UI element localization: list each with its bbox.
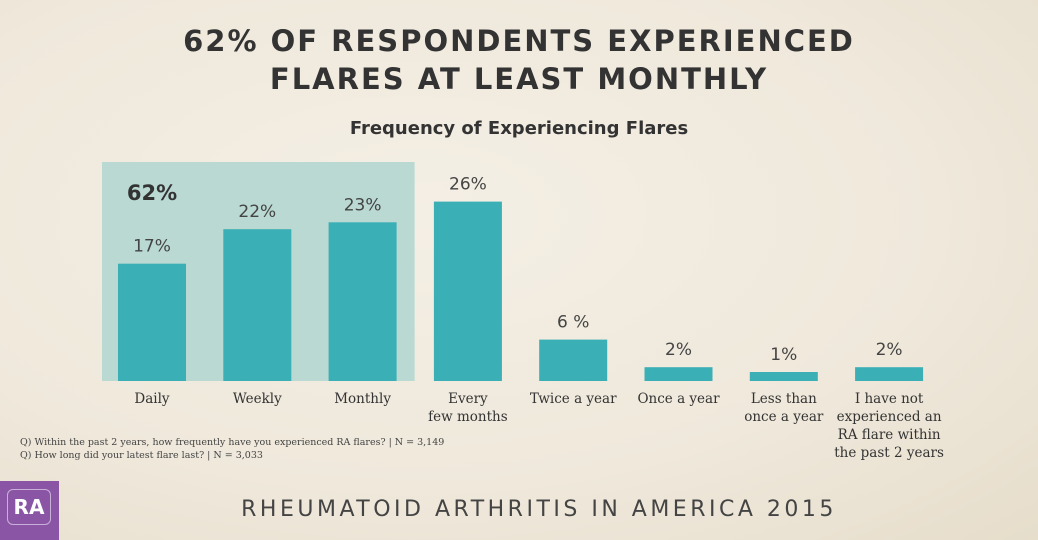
note-line: Q) Within the past 2 years, how frequent… (20, 437, 445, 448)
category-label: Twice a year (530, 391, 617, 407)
category-label: Weekly (233, 391, 282, 407)
category-label: Once a year (637, 391, 720, 407)
bar (539, 339, 608, 381)
data-label: 26% (449, 175, 487, 195)
category-label: few months (428, 409, 508, 425)
data-label: 2% (665, 340, 692, 360)
chart-subtitle: Frequency of Experiencing Flares (349, 118, 689, 139)
bar (749, 372, 818, 381)
category-label: Monthly (334, 391, 391, 407)
chart-title: 62% OF RESPONDENTS EXPERIENCED FLARES AT… (0, 22, 1038, 98)
category-label: I have not (855, 391, 924, 407)
title-line: FLARES AT LEAST MONTHLY (269, 62, 769, 96)
bar (644, 367, 713, 381)
data-label: 6 % (557, 313, 589, 333)
bar (855, 367, 924, 381)
category-label: experienced an (837, 409, 942, 425)
category-label: the past 2 years (834, 445, 944, 461)
category-label: once a year (744, 409, 824, 425)
bar-chart: 62% 17% Daily 22% Weekly 23% Monthly 26% Every fe… (102, 162, 944, 461)
survey-notes: Q) Within the past 2 years, how frequent… (20, 436, 444, 462)
bar (223, 229, 292, 381)
footer-title: RHEUMATOID ARTHRITIS IN AMERICA 2015 (241, 497, 837, 522)
ra-logo: RA (0, 481, 59, 540)
logo-speech-bubble-icon: RA (7, 489, 51, 525)
data-label: 2% (876, 340, 903, 360)
data-label: 23% (344, 195, 382, 215)
data-label: 1% (770, 345, 797, 365)
category-label: Less than (751, 391, 817, 407)
bar (328, 222, 397, 381)
note-line: Q) How long did your latest flare last? … (20, 450, 263, 461)
data-label: 22% (238, 202, 276, 222)
highlight-label: 62% (127, 181, 177, 205)
category-label: RA flare within (838, 427, 941, 443)
bar (118, 263, 186, 381)
data-label: 17% (133, 237, 171, 257)
title-line: 62% OF RESPONDENTS EXPERIENCED (183, 24, 855, 58)
category-label: Daily (134, 391, 170, 407)
category-label: Every (448, 391, 488, 407)
bar (433, 201, 502, 381)
